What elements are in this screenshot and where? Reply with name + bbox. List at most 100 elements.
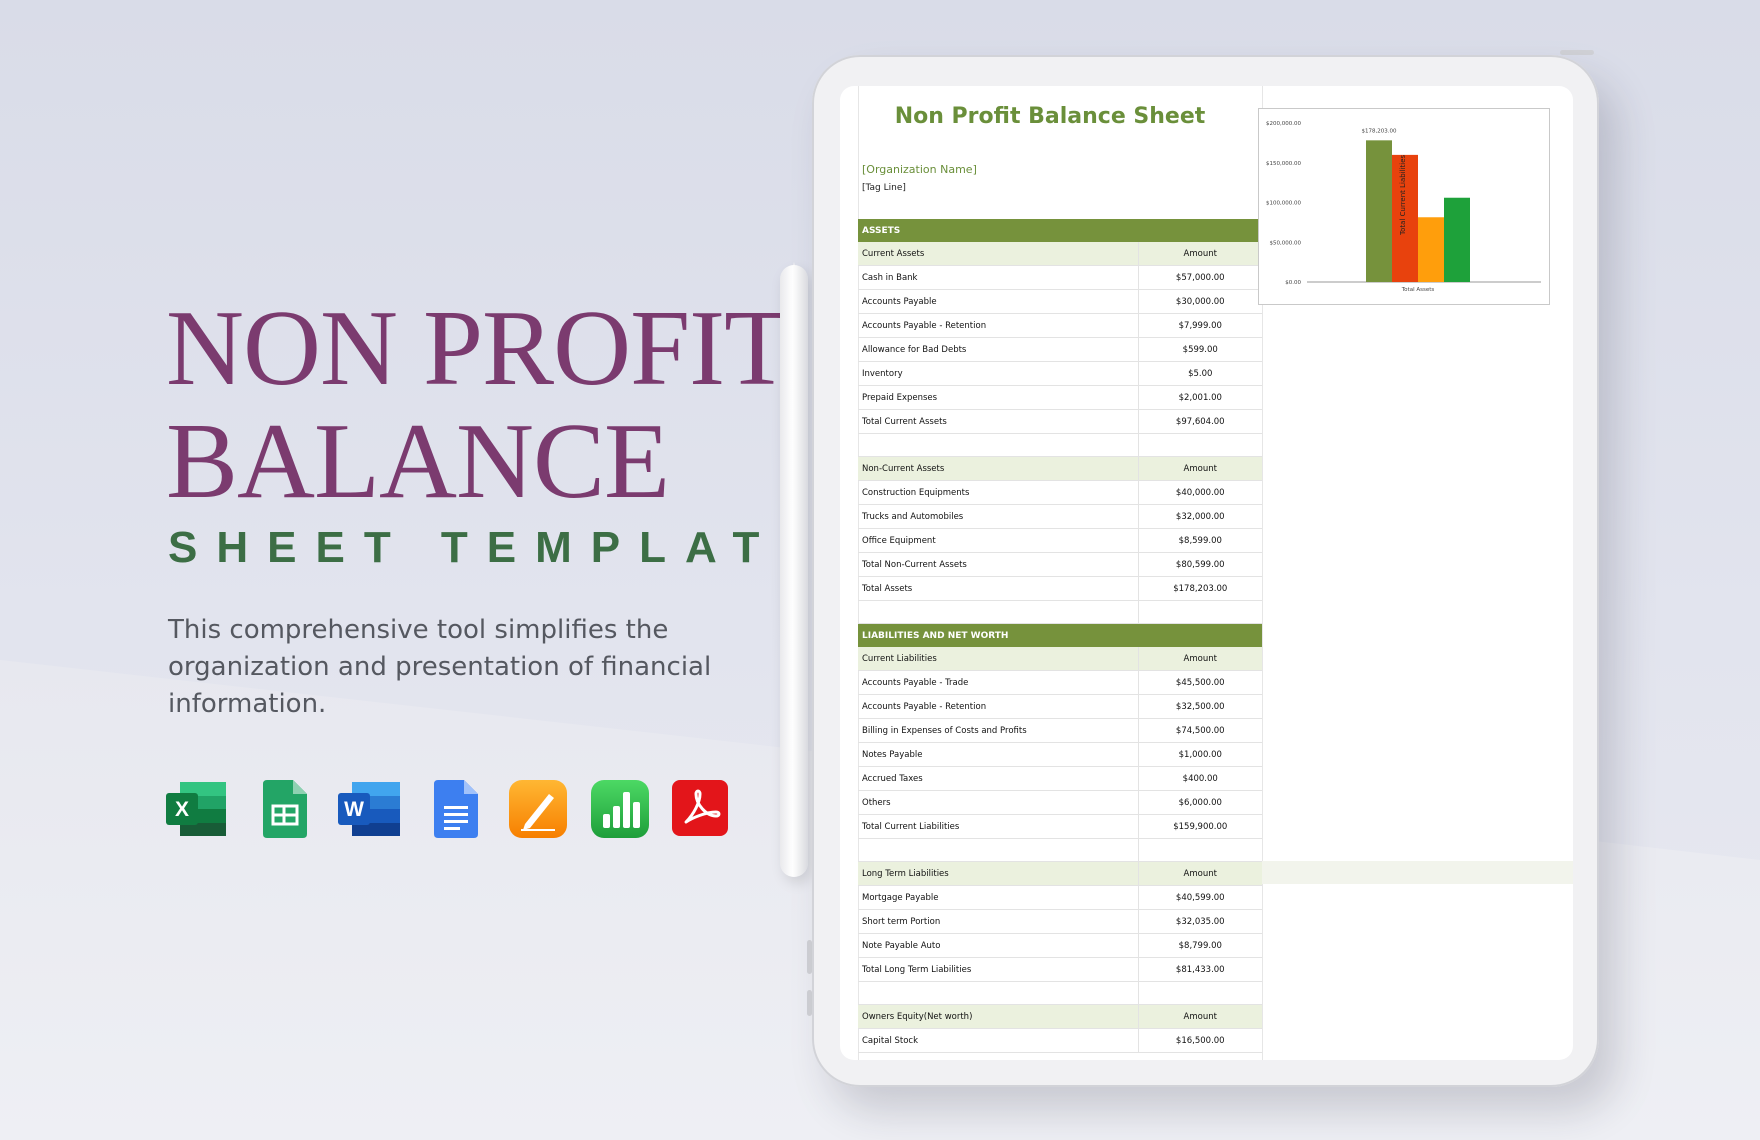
amount-cell[interactable]: $400.00 [1137,766,1263,791]
amount-cell[interactable]: $7,999.00 [1137,313,1263,338]
numbers-icon [591,780,649,838]
item-cell[interactable]: Total Long Term Liabilities [858,957,1138,982]
svg-text:X: X [175,798,189,821]
empty-cell[interactable] [1137,838,1263,862]
amount-cell[interactable]: $30,000.00 [1137,289,1263,314]
subheader-label: Long Term Liabilities [858,861,1138,886]
amount-cell[interactable]: $40,000.00 [1137,480,1263,505]
subheader-non-current-assets: Non-Current Assets Amount [858,456,1263,481]
stylus-pencil [780,265,808,877]
amount-cell[interactable]: $5.00 [1137,361,1263,386]
section-title: ASSETS [858,219,1263,242]
item-cell[interactable]: Accounts Payable - Trade [858,670,1138,695]
item-cell[interactable]: Short term Portion [858,909,1138,934]
amount-header: Amount [1137,861,1263,886]
item-cell[interactable]: Office Equipment [858,528,1138,553]
amount-cell[interactable]: $80,599.00 [1137,552,1263,577]
item-cell[interactable]: Notes Payable [858,742,1138,767]
blank-row [858,838,1263,862]
item-cell[interactable]: Inventory [858,361,1138,386]
subheader-label: Owners Equity(Net worth) [858,1004,1138,1029]
chart-bar [1418,217,1444,282]
table-row: Accounts Payable $30,000.00 [858,289,1263,314]
amount-cell[interactable]: $159,900.00 [1137,814,1263,839]
amount-cell[interactable]: $32,000.00 [1137,504,1263,529]
empty-cell[interactable] [1137,981,1263,1005]
chart-bar [1366,140,1392,282]
item-cell[interactable]: Capital Stock [858,1028,1138,1053]
table-row: Accounts Payable - Retention $32,500.00 [858,694,1263,719]
empty-cell[interactable] [858,433,1138,457]
empty-cell[interactable] [858,838,1138,862]
item-cell[interactable]: Allowance for Bad Debts [858,337,1138,362]
organization-name-field[interactable]: [Organization Name] [862,163,977,176]
svg-text:W: W [344,798,364,821]
item-cell[interactable]: Total Current Liabilities [858,814,1138,839]
item-cell[interactable]: Prepaid Expenses [858,385,1138,410]
amount-cell[interactable]: $1,000.00 [1137,742,1263,767]
data-label: $178,203.00 [1362,128,1397,134]
tablet-volume-button-2 [807,990,812,1016]
item-cell[interactable]: Note Payable Auto [858,933,1138,958]
item-cell[interactable]: Cash in Bank [858,265,1138,290]
amount-cell[interactable]: $8,599.00 [1137,528,1263,553]
tag-line-field[interactable]: [Tag Line] [862,183,906,193]
tablet-top-button [1560,50,1594,55]
subheader-owners-equity: Owners Equity(Net worth) Amount [858,1004,1263,1029]
item-cell[interactable]: Total Non-Current Assets [858,552,1138,577]
y-tick-label: $200,000.00 [1266,121,1301,127]
amount-cell[interactable]: $57,000.00 [1137,265,1263,290]
empty-cell[interactable] [858,600,1138,624]
amount-cell[interactable]: $16,500.00 [1137,1028,1263,1053]
table-row: Total Assets $178,203.00 [858,576,1263,601]
amount-cell[interactable]: $8,799.00 [1137,933,1263,958]
google-sheets-icon [263,780,321,838]
blank-row [858,981,1263,1005]
item-cell[interactable]: Total Current Assets [858,409,1138,434]
tablet-volume-button [807,940,812,974]
item-cell[interactable]: Accounts Payable - Retention [858,694,1138,719]
amount-cell[interactable]: $6,000.00 [1137,790,1263,815]
item-cell[interactable]: Total Assets [858,576,1138,601]
amount-cell[interactable]: $2,001.00 [1137,385,1263,410]
sheet-gridline [1262,86,1263,1060]
table-row: Total Non-Current Assets $80,599.00 [858,552,1263,577]
table-row: Note Payable Auto $8,799.00 [858,933,1263,958]
item-cell[interactable]: Construction Equipments [858,480,1138,505]
y-tick-label: $100,000.00 [1266,201,1301,207]
amount-cell[interactable]: $81,433.00 [1137,957,1263,982]
empty-cell[interactable] [1137,433,1263,457]
blank-row [858,600,1263,624]
hero-subtitle: SHEET TEMPLATE [168,523,827,572]
item-cell[interactable]: Mortgage Payable [858,885,1138,910]
table-row: Accounts Payable - Trade $45,500.00 [858,670,1263,695]
amount-cell[interactable]: $32,035.00 [1137,909,1263,934]
item-cell[interactable]: Accounts Payable - Retention [858,313,1138,338]
item-cell[interactable]: Accrued Taxes [858,766,1138,791]
long-term-header-band-extension [1262,861,1573,884]
subheader-current-liabilities: Current Liabilities Amount [858,647,1263,671]
data-label: Total Current Liabilities [1399,154,1407,235]
sheet-title: Non Profit Balance Sheet [894,104,1206,129]
amount-cell[interactable]: $599.00 [1137,337,1263,362]
amount-cell[interactable]: $178,203.00 [1137,576,1263,601]
y-tick-label: $0.00 [1285,280,1301,286]
amount-header: Amount [1137,1004,1263,1029]
table-row: Inventory $5.00 [858,361,1263,386]
amount-cell[interactable]: $32,500.00 [1137,694,1263,719]
empty-cell[interactable] [858,981,1138,1005]
amount-cell[interactable]: $40,599.00 [1137,885,1263,910]
amount-cell[interactable]: $97,604.00 [1137,409,1263,434]
item-cell[interactable]: Accounts Payable [858,289,1138,314]
x-axis-label: Total Assets [1401,287,1435,293]
blank-row [858,433,1263,457]
amount-cell[interactable]: $74,500.00 [1137,718,1263,743]
table-row: Accrued Taxes $400.00 [858,766,1263,791]
balance-chart[interactable]: $0.00 $50,000.00 $100,000.00 $150,000.00 $20… [1258,108,1550,305]
table-row: Accounts Payable - Retention $7,999.00 [858,313,1263,338]
item-cell[interactable]: Billing in Expenses of Costs and Profits [858,718,1138,743]
empty-cell[interactable] [1137,600,1263,624]
item-cell[interactable]: Others [858,790,1138,815]
item-cell[interactable]: Trucks and Automobiles [858,504,1138,529]
amount-cell[interactable]: $45,500.00 [1137,670,1263,695]
